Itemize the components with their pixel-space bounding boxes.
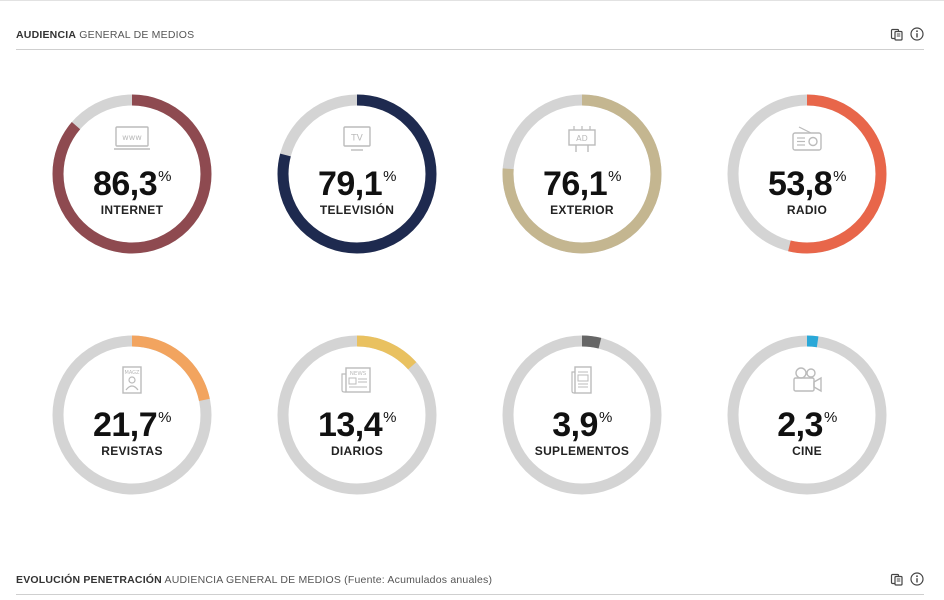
donut-cine[interactable]: 2,3% CINE — [722, 330, 892, 500]
donut-ring — [52, 335, 212, 495]
copy-icon[interactable] — [890, 572, 904, 586]
donut-value-number: 13,4 — [317, 406, 383, 444]
section-title-strong: AUDIENCIA — [16, 29, 77, 41]
donut-value-number: 53,8 — [767, 165, 833, 203]
section-header-audiencia: AUDIENCIA GENERAL DE MEDIOS — [16, 27, 924, 50]
donut-suplementos[interactable]: 3,9% SUPLEMENTOS — [497, 330, 667, 500]
donut-ring — [727, 335, 887, 495]
billboard-icon: AD — [564, 125, 600, 153]
svg-text:AD: AD — [576, 134, 588, 143]
donut-value-unit: % — [158, 168, 172, 185]
donut-value-unit: % — [158, 409, 172, 426]
donut-value: 2,3% — [722, 400, 892, 443]
donut-value: 53,8% — [722, 159, 892, 202]
donut-arc-diarios — [277, 335, 437, 495]
donut-label: INTERNET — [100, 203, 164, 217]
top-divider — [0, 0, 944, 1]
donut-diarios[interactable]: NEWS 13,4% DIARIOS — [272, 330, 442, 500]
donut-value: 13,4% — [272, 400, 442, 443]
donut-value: 3,9% — [497, 400, 667, 443]
radio-icon — [789, 125, 825, 153]
tv-icon: TV — [339, 125, 375, 153]
media-donut-grid: www 86,3% INTERNET TV 79,1% TELEVISIÓN A… — [47, 89, 892, 500]
donut-value-number: 3,9 — [552, 406, 598, 444]
copy-icon[interactable] — [890, 27, 904, 41]
donut-label: CINE — [792, 444, 822, 458]
header-actions — [890, 572, 924, 586]
info-icon[interactable] — [910, 572, 924, 586]
supplement-icon — [564, 366, 600, 394]
section-title: AUDIENCIA GENERAL DE MEDIOS — [16, 29, 194, 41]
donut-ring — [727, 94, 887, 254]
donut-value-number: 86,3 — [92, 165, 158, 203]
donut-ring — [52, 94, 212, 254]
donut-internet[interactable]: www 86,3% INTERNET — [47, 89, 217, 259]
newspaper-icon: NEWS — [339, 366, 375, 394]
donut-ring — [502, 94, 662, 254]
donut-value: 21,7% — [47, 400, 217, 443]
donut-arc-revistas — [52, 335, 212, 495]
donut-value-number: 79,1 — [317, 165, 383, 203]
donut-value-unit: % — [598, 409, 612, 426]
svg-text:MAGZ: MAGZ — [125, 370, 141, 376]
section-title-strong: EVOLUCIÓN PENETRACIÓN — [16, 574, 162, 586]
donut-exterior[interactable]: AD 76,1% EXTERIOR — [497, 89, 667, 259]
section-title: EVOLUCIÓN PENETRACIÓN AUDIENCIA GENERAL … — [16, 574, 492, 586]
section-title-light: AUDIENCIA GENERAL DE MEDIOS (Fuente: Acu… — [164, 574, 493, 586]
donut-label: DIARIOS — [330, 444, 384, 458]
donut-ring — [502, 335, 662, 495]
donut-value-number: 76,1 — [542, 165, 608, 203]
section-header-evolucion: EVOLUCIÓN PENETRACIÓN AUDIENCIA GENERAL … — [16, 572, 924, 595]
info-icon[interactable] — [910, 27, 924, 41]
donut-value: 76,1% — [497, 159, 667, 202]
donut-value-unit: % — [383, 409, 397, 426]
donut-label: TELEVISIÓN — [319, 203, 395, 217]
donut-arc-cine — [727, 335, 887, 495]
donut-value-number: 2,3 — [777, 406, 823, 444]
donut-label: REVISTAS — [101, 444, 163, 458]
section-title-light: GENERAL DE MEDIOS — [79, 29, 195, 41]
donut-arc-television — [277, 94, 437, 254]
donut-arc-internet — [52, 94, 212, 254]
svg-text:www: www — [122, 133, 142, 142]
donut-label: RADIO — [786, 203, 828, 217]
donut-value-number: 21,7 — [92, 406, 158, 444]
donut-label: EXTERIOR — [550, 203, 614, 217]
donut-ring — [277, 335, 437, 495]
donut-arc-radio — [727, 94, 887, 254]
donut-arc-exterior — [502, 94, 662, 254]
donut-value: 79,1% — [272, 159, 442, 202]
camera-icon — [789, 366, 825, 394]
donut-television[interactable]: TV 79,1% TELEVISIÓN — [272, 89, 442, 259]
donut-arc-suplementos — [502, 335, 662, 495]
donut-value-unit: % — [833, 168, 847, 185]
donut-ring — [277, 94, 437, 254]
svg-text:TV: TV — [350, 134, 363, 144]
donut-revistas[interactable]: MAGZ 21,7% REVISTAS — [47, 330, 217, 500]
donut-value-unit: % — [383, 168, 397, 185]
donut-value: 86,3% — [47, 159, 217, 202]
header-actions — [890, 27, 924, 41]
magazine-icon: MAGZ — [114, 366, 150, 394]
www-icon: www — [114, 125, 150, 153]
donut-radio[interactable]: 53,8% RADIO — [722, 89, 892, 259]
donut-value-unit: % — [608, 168, 622, 185]
svg-text:NEWS: NEWS — [350, 371, 367, 377]
donut-label: SUPLEMENTOS — [534, 444, 630, 458]
donut-value-unit: % — [823, 409, 837, 426]
